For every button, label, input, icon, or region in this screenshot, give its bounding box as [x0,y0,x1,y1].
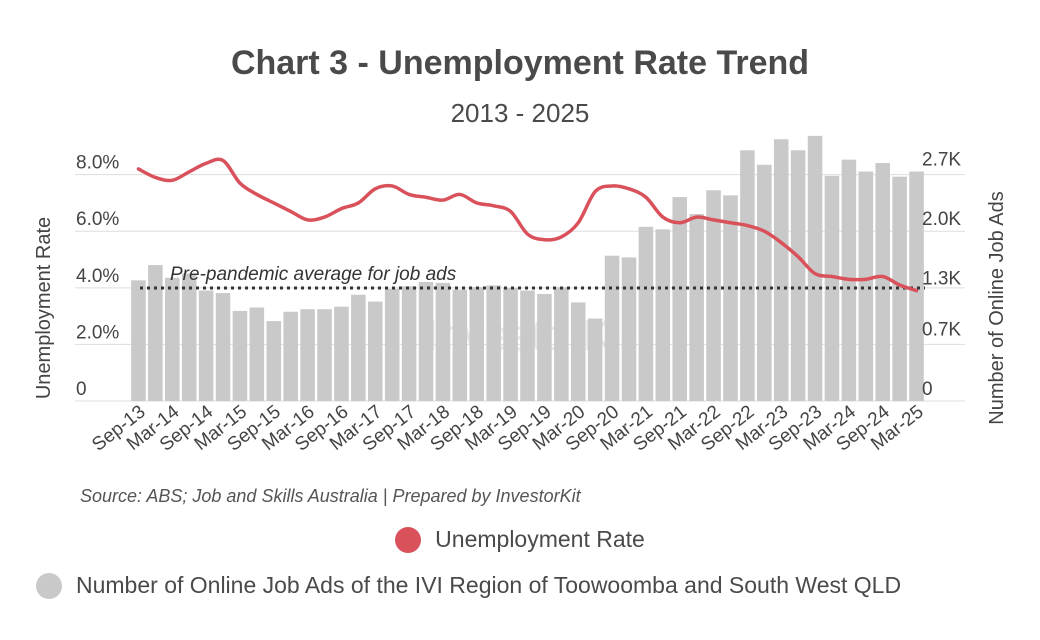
bar [824,175,840,401]
bar [604,255,620,401]
source-note: Source: ABS; Job and Skills Australia | … [80,486,581,506]
bar [706,190,721,401]
bar [554,287,569,401]
chart-subtitle: 2013 - 2025 [450,98,590,128]
bar [520,290,535,401]
annotation-label: Pre-pandemic average for job ads [170,264,457,285]
y-right-axis-label: Number of Online Job Ads [986,191,1008,424]
y-left-tick-label: 8.0% [76,153,119,174]
y-left-tick-label: 2.0% [76,322,119,343]
legend-swatch-bar [36,572,62,599]
bar [773,139,789,401]
bar [351,294,366,401]
y-left-tick-label: 6.0% [76,209,119,230]
y-right-tick-label: 1.3K [922,269,961,290]
bar [317,309,332,401]
bar [503,287,518,401]
bar [638,226,654,401]
y-left-tick-label: 4.0% [76,266,119,287]
bar [469,287,485,401]
bar [892,176,907,401]
chart-title: Chart 3 - Unemployment Rate Trend [230,44,810,82]
unemployment-line-series [136,157,919,293]
bar [807,135,823,401]
legend-label-bar: Number of Online Job Ads of the IVI Regi… [76,572,902,598]
bar [486,285,501,401]
bar [757,164,772,401]
y-left-axis: 0 2.0% 4.0% 6.0% 8.0% [76,153,119,400]
legend-swatch-line [395,526,422,553]
legend-item-unemployment: Unemployment Rate [0,526,1040,553]
y-right-tick-label: 2.0K [922,209,961,230]
unemployment-line [136,157,919,293]
bar [131,280,146,401]
y-left-tick-label: 0 [76,379,87,400]
y-right-tick-label: 0.7K [922,320,961,341]
x-axis-ticks: Sep-13Mar-14Sep-14Mar-15Sep-15Mar-16Sep-… [88,401,927,456]
y-left-axis-label: Unemployment Rate [33,217,55,399]
legend-item-job-ads: Number of Online Job Ads of the IVI Regi… [0,572,1040,599]
bar [537,293,552,401]
bar [181,273,197,401]
bar [672,197,688,401]
bar [570,302,586,401]
bar [875,163,890,401]
bar [232,310,248,401]
y-right-tick-label: 2.7K [922,150,961,171]
bar [723,195,738,401]
bar [858,171,874,401]
bar [198,290,214,401]
bar [740,150,755,401]
bar [790,150,806,401]
bar [621,257,637,401]
bar [452,289,468,401]
bar [148,265,163,401]
bar [655,229,671,401]
legend-label-line: Unemployment Rate [435,526,645,552]
bar [165,277,180,401]
bar [689,214,704,401]
y-right-tick-label: 0 [922,379,933,400]
bar [435,282,451,401]
bar [401,286,417,401]
bar [249,307,265,401]
bar [587,318,603,401]
bar [418,282,434,401]
y-right-axis: 0 0.7K 1.3K 2.0K 2.7K [922,150,961,400]
bar [334,306,349,401]
bar [367,301,383,401]
bar [266,321,282,401]
bar [283,311,298,401]
bar [909,171,924,401]
bar [300,309,315,401]
bar [215,293,231,401]
bar [384,288,400,401]
